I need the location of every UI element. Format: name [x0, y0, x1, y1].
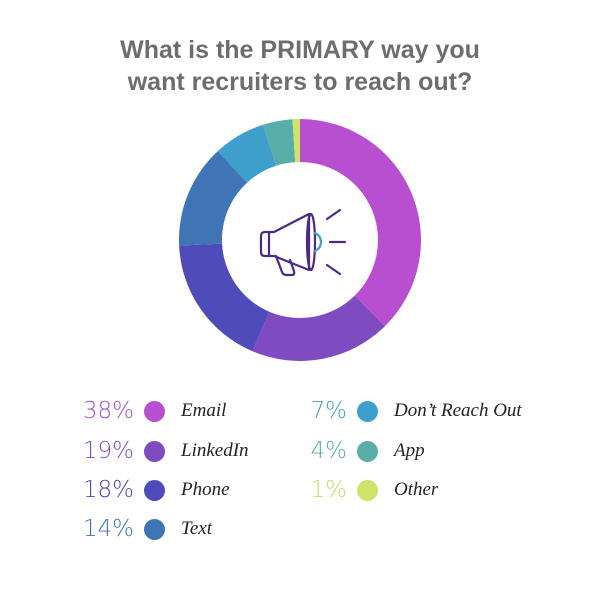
slice-email — [300, 119, 421, 327]
chart-title: What is the PRIMARY way you want recruit… — [120, 36, 480, 96]
megaphone-icon — [259, 208, 347, 277]
slice-phone — [179, 243, 270, 352]
slice-text — [179, 151, 248, 246]
donut-slices — [179, 119, 421, 361]
slice-other — [292, 119, 300, 163]
slice-dont-reach-out — [217, 124, 277, 183]
slice-app — [262, 119, 296, 166]
slice-linkedin — [252, 295, 385, 361]
